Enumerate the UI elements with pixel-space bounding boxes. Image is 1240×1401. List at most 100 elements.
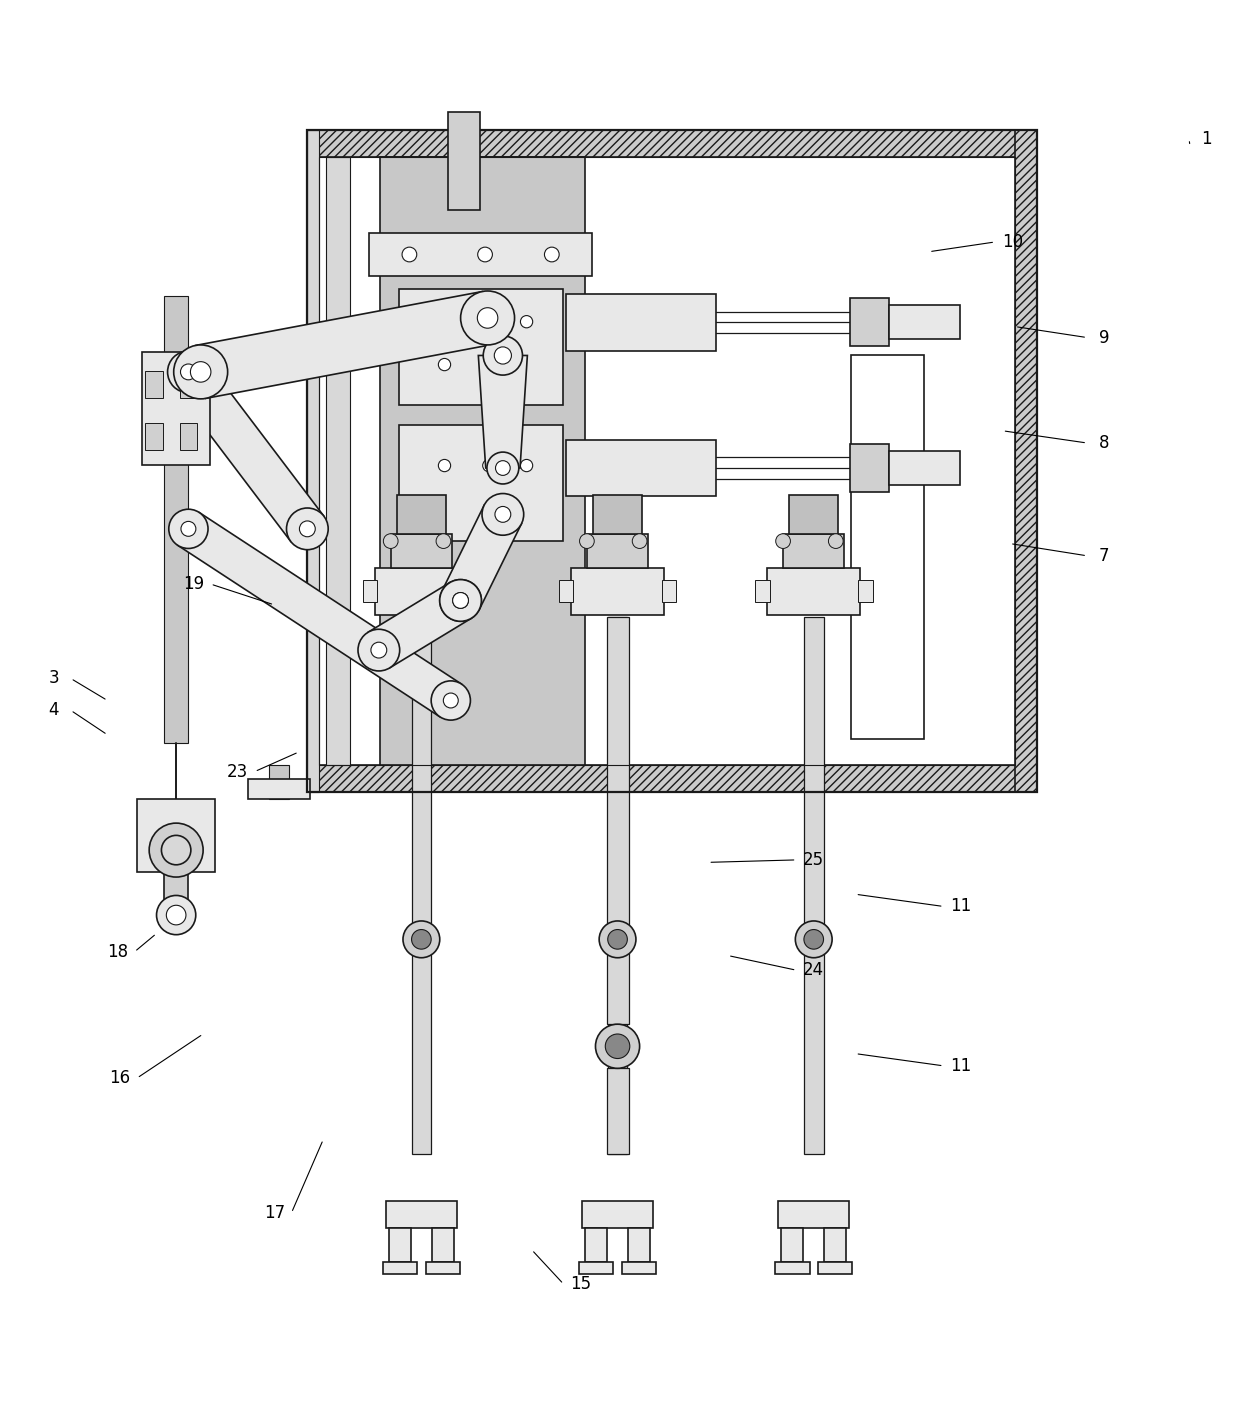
Circle shape bbox=[167, 352, 210, 392]
Circle shape bbox=[521, 460, 533, 472]
Circle shape bbox=[440, 580, 481, 621]
Bar bbox=[825, 1227, 846, 1262]
Polygon shape bbox=[196, 291, 492, 398]
Bar bbox=[386, 1201, 456, 1227]
Bar bbox=[398, 425, 563, 541]
Circle shape bbox=[495, 347, 511, 364]
Bar bbox=[448, 112, 480, 210]
Bar bbox=[849, 444, 889, 492]
Circle shape bbox=[460, 291, 515, 345]
Bar bbox=[136, 799, 216, 873]
Bar bbox=[567, 294, 715, 350]
Bar bbox=[308, 130, 320, 793]
Text: 10: 10 bbox=[1002, 233, 1023, 251]
Bar bbox=[804, 616, 823, 1154]
Bar bbox=[412, 616, 432, 1154]
Text: 8: 8 bbox=[1099, 434, 1110, 453]
Polygon shape bbox=[441, 506, 522, 609]
Bar bbox=[662, 580, 676, 602]
Bar bbox=[858, 580, 873, 602]
Bar bbox=[383, 1262, 417, 1275]
Bar bbox=[567, 440, 715, 496]
Bar bbox=[779, 1201, 849, 1227]
Bar bbox=[818, 1262, 852, 1275]
Bar bbox=[308, 130, 1037, 793]
Bar bbox=[308, 130, 1037, 157]
Circle shape bbox=[286, 509, 329, 549]
Text: 24: 24 bbox=[804, 961, 825, 979]
Bar bbox=[141, 352, 211, 465]
Circle shape bbox=[484, 336, 522, 375]
Bar bbox=[582, 1201, 653, 1227]
Bar bbox=[320, 157, 1016, 765]
Circle shape bbox=[439, 315, 450, 328]
Text: 7: 7 bbox=[1099, 546, 1110, 565]
Circle shape bbox=[299, 521, 315, 537]
Bar bbox=[768, 567, 861, 615]
Circle shape bbox=[432, 681, 470, 720]
Bar bbox=[164, 873, 188, 915]
Circle shape bbox=[439, 359, 450, 371]
Bar bbox=[579, 1262, 614, 1275]
Bar bbox=[326, 157, 350, 765]
Text: 15: 15 bbox=[570, 1275, 591, 1293]
Bar bbox=[370, 233, 591, 276]
Bar bbox=[889, 451, 960, 485]
Circle shape bbox=[599, 920, 636, 958]
Bar bbox=[180, 371, 197, 398]
Circle shape bbox=[496, 461, 510, 475]
Bar bbox=[593, 495, 642, 534]
Circle shape bbox=[482, 359, 495, 371]
Polygon shape bbox=[479, 356, 527, 468]
Circle shape bbox=[181, 521, 196, 537]
Circle shape bbox=[608, 929, 627, 948]
Text: 1: 1 bbox=[1200, 130, 1211, 149]
Circle shape bbox=[440, 580, 481, 621]
Bar bbox=[621, 1262, 656, 1275]
Bar bbox=[374, 567, 467, 615]
Bar bbox=[398, 289, 563, 405]
Circle shape bbox=[482, 493, 523, 535]
Circle shape bbox=[804, 929, 823, 948]
Circle shape bbox=[166, 905, 186, 925]
Circle shape bbox=[477, 308, 497, 328]
Bar bbox=[391, 534, 453, 567]
Circle shape bbox=[828, 534, 843, 548]
Circle shape bbox=[795, 920, 832, 958]
Bar bbox=[145, 371, 162, 398]
Circle shape bbox=[632, 534, 647, 548]
Bar bbox=[559, 580, 573, 602]
Text: 3: 3 bbox=[48, 670, 58, 688]
Bar bbox=[781, 1227, 804, 1262]
Circle shape bbox=[477, 247, 492, 262]
Bar bbox=[432, 1227, 454, 1262]
Circle shape bbox=[383, 534, 398, 548]
Bar bbox=[627, 1227, 650, 1262]
Bar bbox=[269, 765, 289, 799]
Bar bbox=[585, 1227, 608, 1262]
Bar bbox=[606, 1069, 629, 1154]
Circle shape bbox=[605, 1034, 630, 1059]
Bar bbox=[145, 423, 162, 450]
Circle shape bbox=[595, 1024, 640, 1069]
Bar bbox=[775, 1262, 810, 1275]
Bar bbox=[789, 495, 838, 534]
Bar bbox=[755, 580, 770, 602]
Circle shape bbox=[439, 460, 450, 472]
Circle shape bbox=[149, 824, 203, 877]
Circle shape bbox=[403, 920, 440, 958]
Circle shape bbox=[776, 534, 790, 548]
Bar bbox=[849, 298, 889, 346]
Circle shape bbox=[487, 453, 518, 483]
Text: 18: 18 bbox=[107, 943, 128, 961]
Circle shape bbox=[161, 835, 191, 864]
Circle shape bbox=[482, 315, 495, 328]
Bar bbox=[397, 495, 446, 534]
Circle shape bbox=[191, 361, 211, 382]
Text: 16: 16 bbox=[109, 1069, 130, 1087]
Bar bbox=[389, 1227, 412, 1262]
Bar bbox=[1016, 130, 1037, 793]
Circle shape bbox=[174, 345, 228, 399]
Bar bbox=[608, 616, 627, 1154]
Text: 11: 11 bbox=[950, 1056, 971, 1075]
